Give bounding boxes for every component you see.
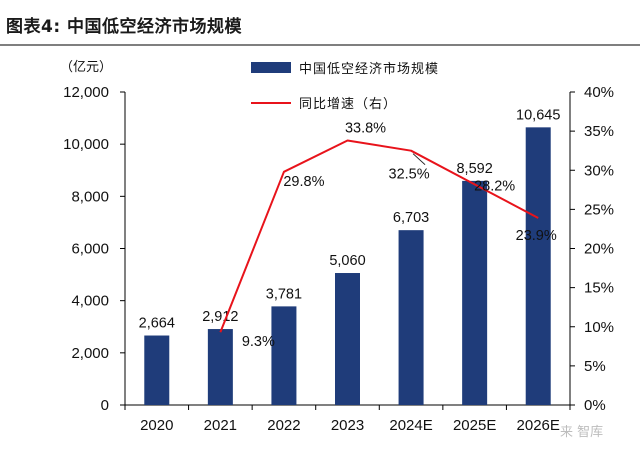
bar-2024E: [398, 230, 424, 405]
bar-2023: [335, 273, 360, 405]
x-tick-label: 2025E: [453, 417, 496, 434]
growth-value-label: 29.8%: [283, 174, 324, 190]
left-tick-label: 12,000: [63, 84, 109, 101]
x-tick-label: 2022: [267, 417, 300, 434]
bar-value-label: 2,912: [202, 309, 238, 325]
right-tick-label: 35%: [584, 123, 614, 140]
x-tick-label: 2026E: [517, 417, 560, 434]
left-tick-label: 10,000: [63, 136, 109, 153]
chart-title: 图表4: 中国低空经济市场规模: [6, 17, 243, 37]
bar-value-label: 6,703: [393, 210, 429, 226]
x-tick-label: 2023: [331, 417, 364, 434]
bar-2026E: [525, 127, 551, 405]
growth-value-label: 23.9%: [516, 228, 557, 244]
left-tick-label: 4,000: [71, 293, 109, 310]
bar-2022: [271, 306, 297, 405]
left-tick-label: 0: [101, 397, 109, 414]
watermark: 来 智库: [560, 424, 603, 440]
bar-value-label: 3,781: [266, 286, 302, 302]
right-tick-label: 25%: [584, 201, 614, 218]
title-divider: [0, 44, 640, 46]
right-tick-label: 0%: [584, 397, 606, 414]
bar-2025E: [462, 180, 488, 405]
label-leader-line: [412, 153, 426, 166]
left-tick-label: 6,000: [71, 241, 109, 258]
bar-value-label: 8,592: [456, 161, 492, 177]
bar-2021: [207, 329, 233, 405]
growth-value-label: 9.3%: [242, 334, 275, 350]
growth-value-label: 33.8%: [345, 121, 386, 137]
legend-line-label: 同比增速（右）: [299, 97, 397, 112]
right-tick-label: 40%: [584, 84, 614, 101]
watermark-text: 来 智库: [560, 424, 603, 440]
bar-value-label: 2,664: [139, 316, 175, 332]
right-tick-label: 10%: [584, 319, 614, 336]
bar-value-label: 5,060: [329, 253, 365, 269]
left-tick-label: 2,000: [71, 345, 109, 362]
x-tick-label: 2024E: [389, 417, 432, 434]
growth-rate-line: [219, 139, 539, 333]
right-tick-label: 20%: [584, 241, 614, 258]
legend-bar-label: 中国低空经济市场规模: [299, 61, 439, 77]
growth-value-label: 32.5%: [389, 167, 430, 183]
x-tick-label: 2020: [140, 417, 173, 434]
legend-bar-swatch: [251, 62, 291, 73]
growth-value-label: 28.2%: [474, 178, 515, 194]
bar-value-label: 10,645: [516, 107, 560, 123]
left-axis-unit: （亿元）: [60, 60, 112, 75]
right-tick-label: 30%: [584, 162, 614, 179]
legend: 中国低空经济市场规模 同比增速（右）: [251, 61, 439, 112]
right-tick-label: 5%: [584, 358, 606, 375]
right-tick-label: 15%: [584, 280, 614, 297]
left-tick-label: 8,000: [71, 188, 109, 205]
x-tick-label: 2021: [204, 417, 237, 434]
bar-2020: [144, 335, 170, 405]
